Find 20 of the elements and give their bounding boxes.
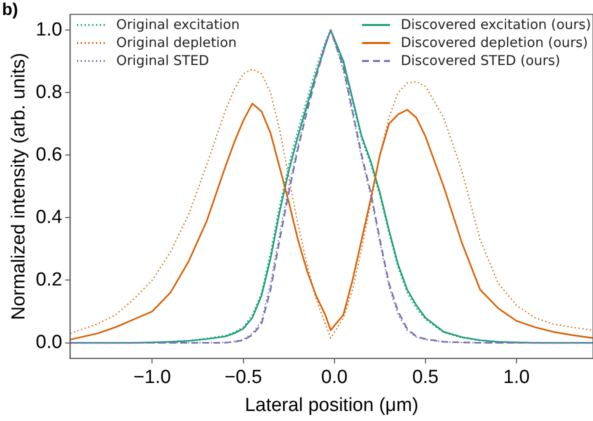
legend-label: Original depletion [116,35,237,52]
y-tick-label: 0.2 [36,269,62,290]
legend-label: Discovered depletion (ours) [400,35,588,52]
y-tick-label: 0.0 [36,332,62,353]
x-tick-label: 1.0 [503,367,530,388]
x-tick-label: 0.0 [321,367,348,388]
x-tick-label: −1.0 [133,367,171,388]
legend-label: Original excitation [116,17,240,34]
y-tick-label: 0.4 [36,206,63,228]
x-tick-label: 0.5 [412,367,439,388]
x-axis-title: Lateral position (μm) [244,394,418,416]
legend-label: Discovered STED (ours) [400,53,560,70]
legend-label: Original STED [116,53,210,70]
y-tick-label: 0.8 [36,82,62,103]
x-tick-label: −0.5 [224,367,262,388]
y-tick-label: 1.0 [36,19,62,40]
y-tick-label: 0.6 [36,144,62,166]
legend-label: Discovered excitation (ours) [400,17,591,34]
text: b) [2,0,18,20]
y-axis-title: Normalized intensity (arb. units) [8,52,30,320]
